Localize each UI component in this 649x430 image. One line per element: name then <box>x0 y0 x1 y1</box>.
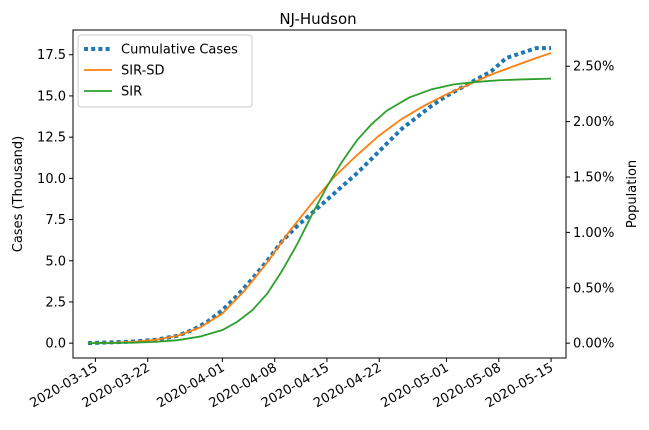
plot-frame <box>72 29 567 359</box>
y2-tick-label: 2.00% <box>573 115 614 130</box>
series-line-sir <box>87 77 552 345</box>
series-layer <box>87 46 552 346</box>
legend-label: SIR-SD <box>121 64 165 79</box>
legend: Cumulative Cases SIR-SD SIR <box>77 34 253 108</box>
y2-tick-label: 1.50% <box>573 170 614 185</box>
y-axis: 0.0 2.5 5.0 7.5 10.0 12.5 15.0 17.5 <box>37 48 73 352</box>
y-tick-label: 12.5 <box>37 131 66 146</box>
legend-label: Cumulative Cases <box>121 43 238 58</box>
y-tick-label: 10.0 <box>37 172 66 187</box>
y-tick-label: 5.0 <box>45 254 66 269</box>
y-tick-label: 2.5 <box>45 295 66 310</box>
y2-axis-label: Population <box>625 160 640 228</box>
y-tick-label: 0.0 <box>45 337 66 352</box>
y2-axis: 0.00% 0.50% 1.00% 1.50% 2.00% 2.50% <box>566 60 614 352</box>
y-tick-label: 15.0 <box>37 89 66 104</box>
legend-box <box>77 34 253 108</box>
y2-tick-label: 0.00% <box>573 337 614 352</box>
y-tick-label: 17.5 <box>37 48 66 63</box>
y2-tick-label: 2.50% <box>573 60 614 75</box>
y2-tick-label: 1.00% <box>573 226 614 241</box>
y-tick-label: 7.5 <box>45 213 66 228</box>
series-line-sir-sd <box>87 52 552 345</box>
chart-title: NJ-Hudson <box>279 10 356 28</box>
legend-label: SIR <box>121 85 142 100</box>
y2-tick-label: 0.50% <box>573 281 614 296</box>
y-axis-label: Cases (Thousand) <box>11 136 26 252</box>
